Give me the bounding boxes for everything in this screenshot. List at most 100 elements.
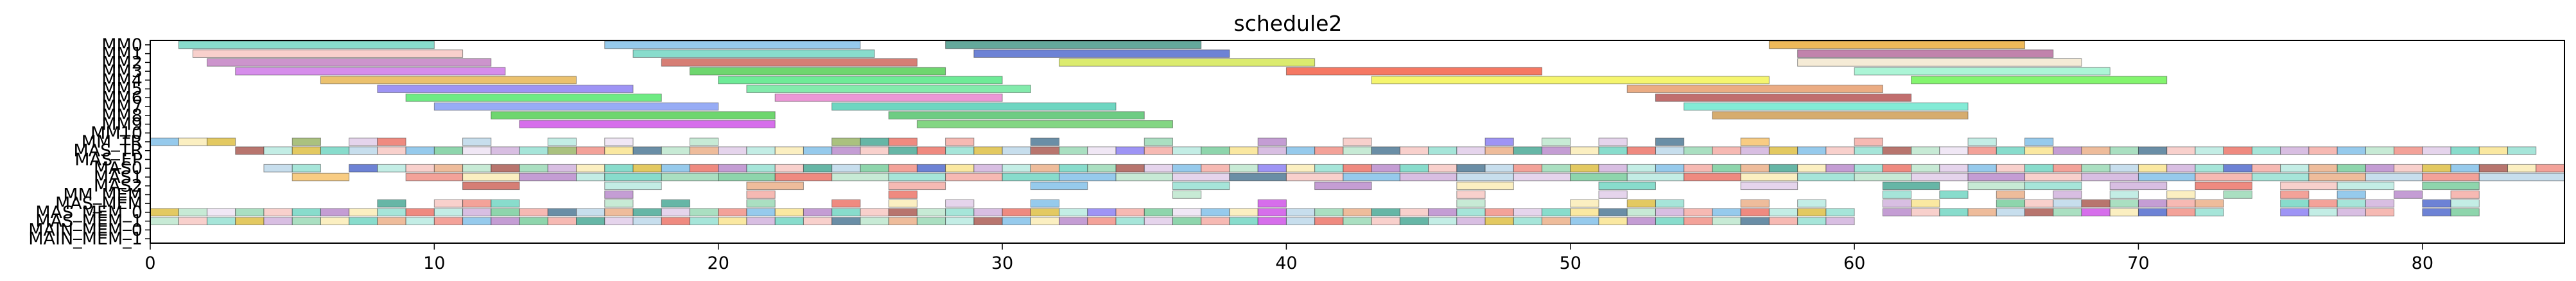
task-bar	[1882, 164, 1912, 173]
task-bar	[831, 217, 861, 226]
task-bar	[1854, 67, 2110, 76]
task-bar	[235, 208, 265, 217]
task-bar	[377, 137, 406, 146]
task-bar	[2166, 191, 2196, 199]
task-bar	[1059, 208, 1088, 217]
task-bar	[405, 93, 662, 102]
task-bar	[405, 173, 464, 182]
task-bar	[1797, 164, 1827, 173]
task-bar	[1513, 146, 1543, 155]
task-bar	[178, 137, 207, 146]
task-bar	[2024, 164, 2054, 173]
y-tick-label: MAS_MEM_0	[35, 203, 143, 223]
task-bar	[2422, 208, 2451, 217]
task-bar	[689, 137, 719, 146]
task-bar	[1144, 208, 1173, 217]
task-bar	[1144, 217, 1173, 226]
task-bar	[405, 217, 435, 226]
task-bar	[2024, 137, 2054, 146]
task-bar	[888, 137, 918, 146]
task-bar	[1456, 199, 1486, 208]
task-bar	[1087, 164, 1117, 173]
task-bar	[888, 199, 918, 208]
task-bar	[1172, 173, 1230, 182]
task-bar	[1314, 146, 1344, 155]
task-bar	[1626, 85, 1883, 93]
task-bar	[2137, 173, 2196, 182]
task-bar	[206, 137, 236, 146]
task-bar	[1002, 164, 1031, 173]
task-bar	[491, 199, 520, 208]
task-bar	[1882, 146, 1912, 155]
task-bar	[661, 164, 690, 173]
task-bar	[1144, 146, 1173, 155]
y-tick-label: MM2	[101, 53, 143, 72]
task-bar	[1740, 208, 1770, 217]
task-bar	[1257, 217, 1287, 226]
task-bar	[1428, 146, 1458, 155]
task-bar	[1343, 173, 1400, 182]
task-bar	[945, 217, 975, 226]
task-bar	[774, 173, 833, 182]
task-bar	[1996, 199, 2026, 208]
task-bar	[292, 173, 350, 182]
task-bar	[2394, 164, 2423, 173]
task-bar	[1513, 208, 1543, 217]
y-tick-label: MM1	[101, 44, 143, 64]
task-bar	[2109, 146, 2139, 155]
task-bar	[945, 146, 975, 155]
task-bar	[888, 111, 1145, 120]
task-bar	[746, 85, 1031, 93]
task-bar	[1626, 199, 1656, 208]
task-bar	[2166, 208, 2196, 217]
task-bar	[1030, 164, 1060, 173]
x-tick-label: 80	[2412, 253, 2433, 273]
task-bar	[1939, 146, 1969, 155]
task-bar	[405, 164, 435, 173]
task-bar	[746, 146, 776, 155]
task-bar	[2053, 199, 2082, 208]
task-bar	[1768, 217, 1798, 226]
task-bar	[2251, 173, 2310, 182]
task-bar	[2280, 146, 2310, 155]
task-bar	[377, 85, 634, 93]
task-bar	[1797, 217, 1827, 226]
y-tick-label: MAIN_MEM_1	[28, 229, 143, 249]
task-bar	[604, 182, 662, 191]
task-bar	[1967, 182, 2026, 191]
task-bar	[2109, 208, 2139, 217]
task-bar	[1201, 208, 1230, 217]
task-bar	[462, 137, 492, 146]
task-bar	[604, 199, 634, 208]
task-bar	[1768, 40, 2026, 49]
task-bar	[519, 173, 577, 182]
task-bar	[2053, 208, 2082, 217]
task-bar	[1854, 137, 1883, 146]
task-bar	[746, 191, 776, 199]
task-bar	[1314, 217, 1344, 226]
task-bar	[1229, 164, 1258, 173]
task-bar	[888, 173, 946, 182]
task-bar	[604, 208, 634, 217]
task-bar	[1002, 208, 1031, 217]
task-bar	[1598, 146, 1628, 155]
task-bar	[320, 76, 577, 85]
task-bar	[2251, 146, 2281, 155]
task-bar	[1655, 164, 1685, 173]
y-tick-label: MM4	[101, 71, 143, 90]
task-bar	[1768, 208, 1798, 217]
task-bar	[1882, 208, 1912, 217]
task-bar	[2450, 191, 2480, 199]
task-bar	[1229, 173, 1287, 182]
task-bar	[2195, 164, 2224, 173]
task-bar	[491, 164, 520, 173]
task-bar	[1201, 217, 1230, 226]
task-bar	[320, 208, 350, 217]
task-bar	[192, 49, 464, 58]
task-bar	[1740, 137, 1770, 146]
task-bar	[689, 146, 719, 155]
y-tick-label: MAS_TR	[73, 141, 143, 161]
task-bar	[150, 137, 179, 146]
task-bar	[2365, 199, 2395, 208]
task-bar	[349, 208, 378, 217]
